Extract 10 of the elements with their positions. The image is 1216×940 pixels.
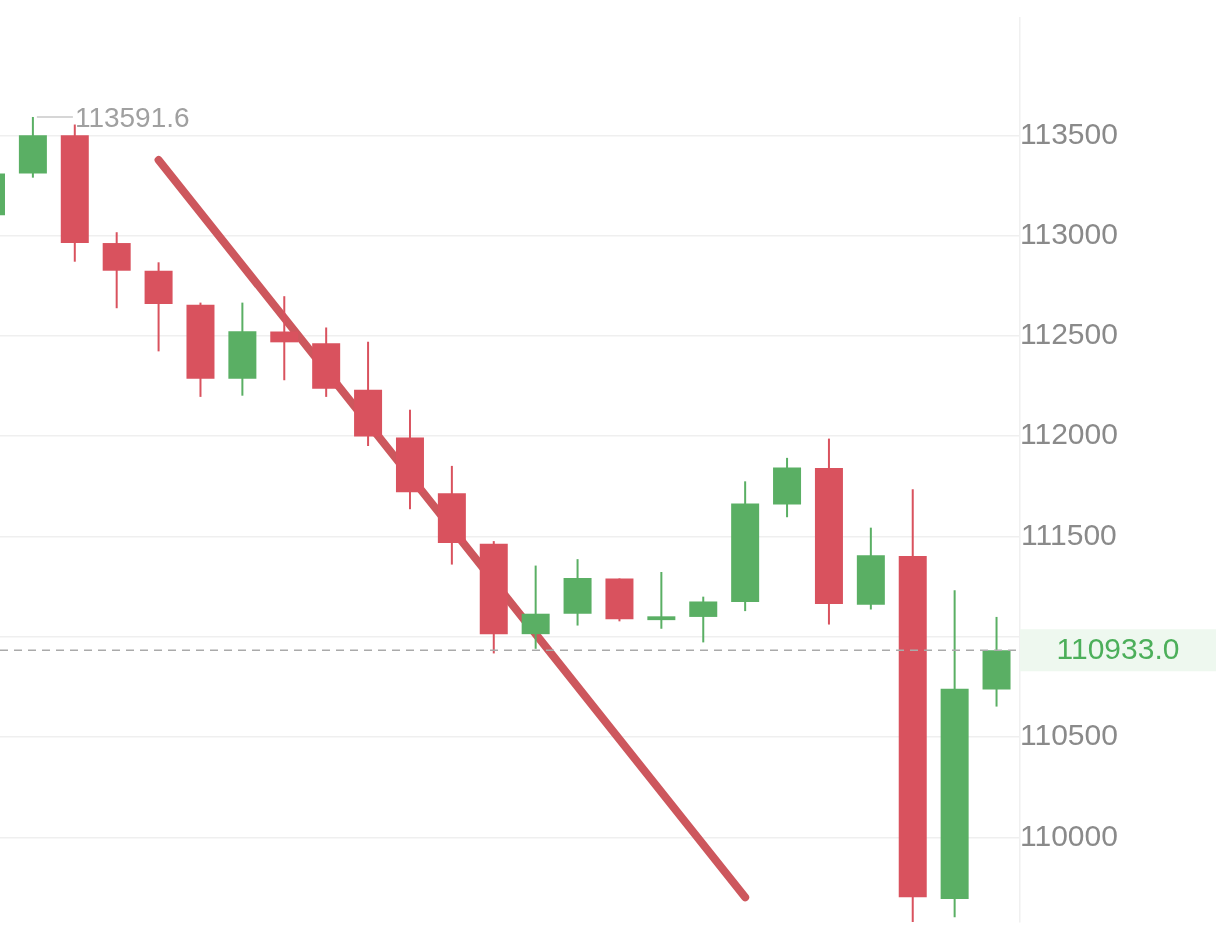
y-tick-label: 111500 bbox=[1021, 517, 1117, 551]
y-tick-label: 112500 bbox=[1020, 317, 1118, 351]
y-tick-label: 112000 bbox=[1020, 417, 1118, 451]
candlestick bbox=[647, 571, 676, 629]
y-tick-label: 110500 bbox=[1020, 718, 1118, 752]
y-tick-label: 113000 bbox=[1020, 216, 1118, 250]
y-tick-label: 113500 bbox=[1020, 116, 1118, 150]
ref-line-label: 110933.0 bbox=[1056, 632, 1180, 666]
annotation: 113591.6 bbox=[74, 101, 190, 133]
y-tick-label: 110000 bbox=[1020, 818, 1118, 852]
